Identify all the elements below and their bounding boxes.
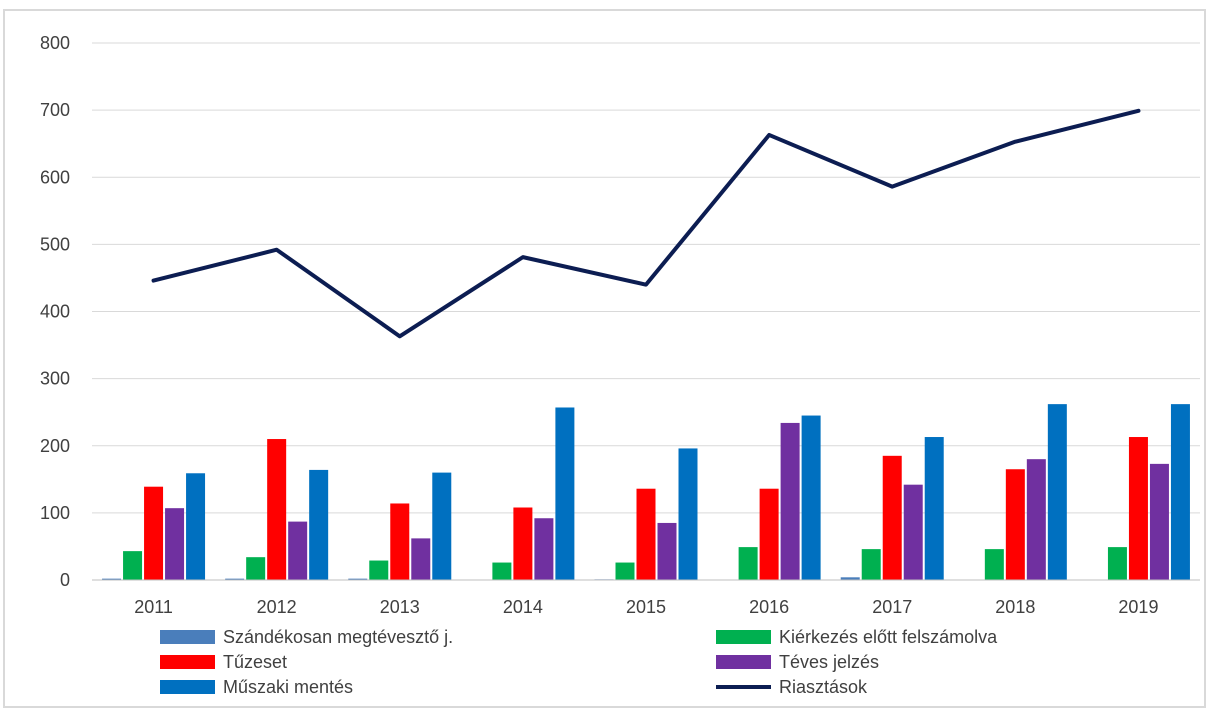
bar-series-group (144, 437, 1148, 580)
bar (1107, 547, 1127, 580)
bar (861, 549, 881, 580)
y-tick-label: 100 (40, 503, 70, 523)
bar (738, 547, 758, 580)
bar (1047, 404, 1067, 580)
y-axis-tick-labels: 0 100 200 300 400 500 600 700 800 (40, 33, 70, 590)
y-tick-label: 800 (40, 33, 70, 53)
bar (288, 521, 308, 580)
legend-swatch (716, 655, 771, 669)
legend-swatch (160, 655, 215, 669)
y-tick-label: 0 (60, 570, 70, 590)
bar (1128, 437, 1148, 580)
legend-item: Riasztások (716, 677, 868, 697)
bar (390, 503, 410, 580)
bar (225, 578, 245, 580)
bar (984, 549, 1004, 580)
bar (882, 455, 902, 580)
bar (1005, 469, 1025, 580)
legend-label: Kiérkezés előtt felszámolva (779, 627, 998, 647)
line-series (151, 108, 1141, 339)
legend-item: Téves jelzés (716, 652, 879, 672)
x-tick-label: 2017 (872, 597, 912, 617)
legend-swatch (160, 630, 215, 644)
bar-series-group (165, 422, 1169, 580)
y-tick-label: 200 (40, 436, 70, 456)
y-tick-label: 400 (40, 302, 70, 322)
legend-label: Műszaki mentés (223, 677, 353, 697)
bar (1170, 404, 1190, 580)
x-tick-label: 2011 (134, 597, 173, 617)
bar (759, 488, 779, 580)
x-axis-tick-labels: 2011 2012 2013 2014 2015 2016 2017 2018 2019 (134, 597, 1158, 617)
bar (534, 518, 554, 580)
legend-swatch (716, 630, 771, 644)
legend-label: Tűzeset (223, 652, 287, 672)
y-tick-label: 300 (40, 369, 70, 389)
bar (186, 473, 206, 580)
bar (636, 488, 656, 580)
legend-item: Kiérkezés előtt felszámolva (716, 627, 998, 647)
x-tick-label: 2019 (1118, 597, 1158, 617)
bar (144, 486, 164, 580)
bar (555, 407, 575, 580)
legend-item: Tűzeset (160, 652, 287, 672)
legend-swatch (160, 680, 215, 694)
bar (246, 557, 266, 580)
legend-label: Szándékosan megtévesztő j. (223, 627, 453, 647)
bar (369, 560, 389, 580)
bar (267, 439, 287, 580)
legend-item: Szándékosan megtévesztő j. (160, 627, 453, 647)
bar (678, 448, 698, 580)
bar-series (102, 404, 1190, 580)
x-tick-label: 2013 (380, 597, 420, 617)
x-tick-label: 2016 (749, 597, 789, 617)
x-tick-label: 2018 (995, 597, 1035, 617)
y-tick-label: 600 (40, 167, 70, 187)
x-tick-label: 2012 (257, 597, 297, 617)
bar-series-group (186, 404, 1190, 580)
legend-label: Téves jelzés (779, 652, 879, 672)
x-tick-label: 2014 (503, 597, 543, 617)
bar (1026, 459, 1046, 580)
chart-border (3, 9, 1206, 708)
legend-label: Riasztások (779, 677, 868, 697)
bar (1149, 463, 1169, 580)
bar (309, 469, 329, 580)
bar (513, 507, 533, 580)
bar (801, 415, 821, 580)
bar (432, 472, 452, 580)
bar (657, 522, 677, 580)
bar (615, 562, 635, 580)
bar (348, 578, 368, 580)
bar (924, 437, 944, 580)
bar (780, 422, 800, 580)
y-tick-label: 500 (40, 234, 70, 254)
bar (840, 577, 860, 580)
y-tick-label: 700 (40, 100, 70, 120)
bar (903, 484, 923, 580)
x-tick-label: 2015 (626, 597, 666, 617)
legend-item: Műszaki mentés (160, 677, 353, 697)
bar (102, 578, 122, 580)
bar (123, 551, 143, 580)
bar (165, 508, 185, 580)
legend: Szándékosan megtévesztő j. Kiérkezés előt… (160, 627, 998, 697)
bar (411, 538, 431, 580)
bar (492, 562, 512, 580)
bar-series-group (123, 547, 1127, 580)
